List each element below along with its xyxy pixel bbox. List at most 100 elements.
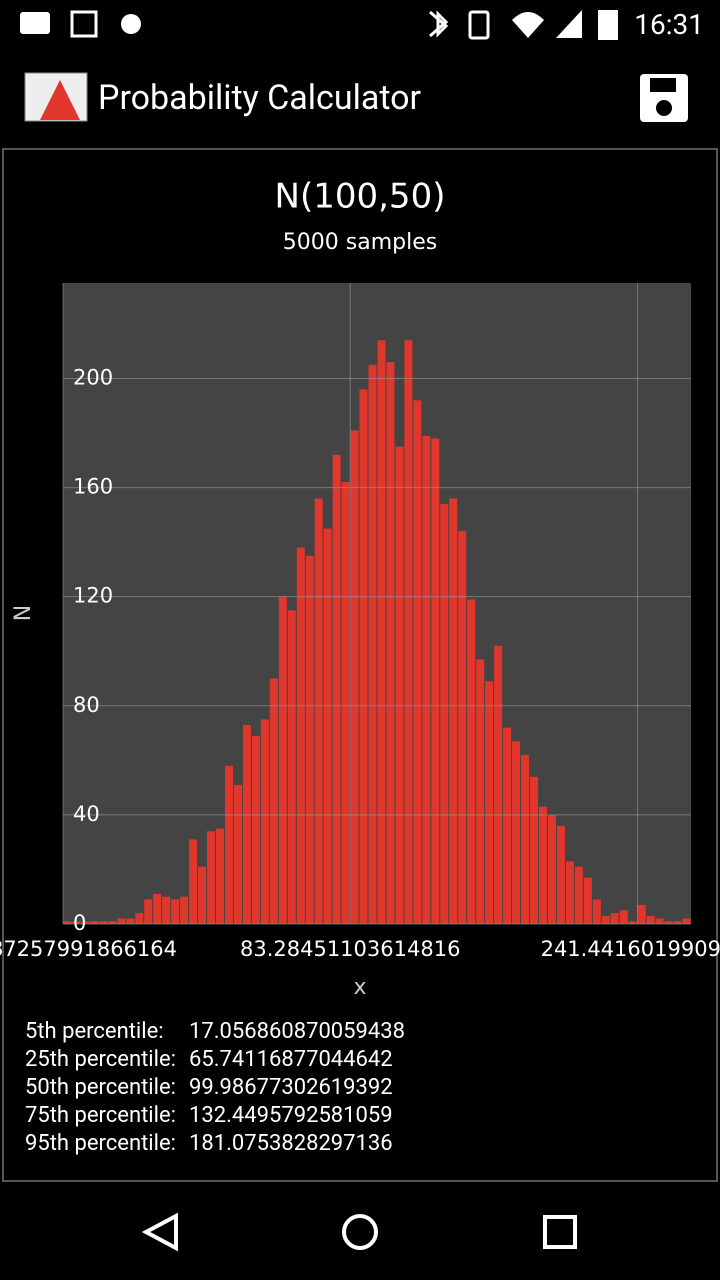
percentile-row: 75th percentile: 132.4495792581059 xyxy=(25,1102,405,1130)
percentile-value: 17.056860870059438 xyxy=(189,1019,405,1044)
bar xyxy=(467,599,476,924)
bar xyxy=(233,784,242,924)
bar xyxy=(377,340,386,924)
bar xyxy=(63,921,72,924)
x-tick-label: -74.87257991866164 xyxy=(0,937,177,961)
bar xyxy=(386,362,395,924)
percentile-label: 25th percentile: xyxy=(25,1047,176,1072)
back-button[interactable] xyxy=(141,1212,178,1252)
y-axis-label: N xyxy=(11,605,36,621)
chart-title: N(100,50) xyxy=(275,177,446,217)
percentile-label: 75th percentile: xyxy=(25,1103,176,1128)
y-tick-label: 200 xyxy=(73,365,113,389)
y-tick-label: 0 xyxy=(73,911,86,935)
bar xyxy=(664,921,673,924)
bar xyxy=(538,806,547,924)
bar xyxy=(189,839,198,924)
bar xyxy=(556,825,565,924)
nav-bar xyxy=(141,1212,577,1252)
percentile-row: 25th percentile: 65.74116877044642 xyxy=(25,1046,405,1074)
bar xyxy=(485,681,494,924)
bar xyxy=(314,498,323,924)
percentile-value: 99.98677302619392 xyxy=(189,1075,393,1100)
bar xyxy=(108,921,117,924)
bar xyxy=(296,547,305,924)
bar xyxy=(224,765,233,924)
content-panel xyxy=(2,148,718,1182)
y-tick-label: 80 xyxy=(73,693,100,717)
bar xyxy=(153,893,162,924)
bar xyxy=(207,831,216,924)
bar xyxy=(682,918,691,924)
bar xyxy=(117,918,126,924)
bar xyxy=(530,776,538,924)
x-axis-label: x xyxy=(353,975,366,1000)
y-tick-label: 120 xyxy=(73,584,113,608)
bar xyxy=(251,735,260,924)
bar xyxy=(404,340,413,924)
bar xyxy=(673,921,682,924)
bar xyxy=(601,915,610,924)
bar xyxy=(494,645,503,924)
bar xyxy=(458,531,467,924)
percentile-label: 95th percentile: xyxy=(25,1131,176,1156)
bar xyxy=(278,596,287,924)
bar xyxy=(90,921,99,924)
bar xyxy=(216,828,224,924)
bar xyxy=(592,899,601,924)
bar xyxy=(422,435,431,924)
chart-subtitle: 5000 samples xyxy=(283,230,437,255)
percentile-value: 132.4495792581059 xyxy=(189,1103,393,1128)
plot-area xyxy=(63,283,691,924)
recents-button[interactable] xyxy=(543,1215,577,1249)
bar xyxy=(476,659,485,924)
bar xyxy=(99,921,108,924)
bar xyxy=(323,528,332,924)
bar xyxy=(305,555,314,924)
bar xyxy=(332,454,341,924)
bar xyxy=(81,921,90,924)
bar xyxy=(171,899,180,924)
bar xyxy=(350,430,359,924)
percentile-row: 5th percentile: 17.056860870059438 xyxy=(25,1018,405,1046)
bar xyxy=(449,498,458,924)
percentile-label: 50th percentile: xyxy=(25,1075,176,1100)
bar xyxy=(260,719,269,924)
bar xyxy=(242,724,251,924)
status-icons xyxy=(20,10,618,40)
bar xyxy=(198,866,207,924)
bar xyxy=(646,915,655,924)
bar xyxy=(565,861,574,924)
bar xyxy=(359,389,368,924)
x-tick-label: 241.44160199095 xyxy=(541,937,720,961)
percentile-label: 5th percentile: xyxy=(25,1019,164,1044)
bar xyxy=(628,921,637,924)
bar xyxy=(574,866,583,924)
bar xyxy=(655,918,664,924)
y-tick-label: 160 xyxy=(73,475,113,499)
bar xyxy=(368,364,377,924)
bar xyxy=(512,741,521,924)
clock: 16:31 xyxy=(634,8,704,41)
bar xyxy=(610,913,619,924)
home-button[interactable] xyxy=(342,1214,378,1250)
percentile-row: 50th percentile: 99.98677302619392 xyxy=(25,1074,405,1102)
x-tick-label: 83.28451103614816 xyxy=(240,937,460,961)
bar xyxy=(269,678,278,924)
histogram: N(100,50) 5000 samples x N 0 40 80 120 160 20… xyxy=(0,177,720,1001)
bar xyxy=(341,482,350,924)
bar xyxy=(637,904,646,924)
percentile-row: 95th percentile: 181.0753828297136 xyxy=(25,1130,405,1158)
bar xyxy=(72,921,81,924)
bar xyxy=(180,896,189,924)
bar xyxy=(583,877,592,924)
bar xyxy=(521,754,530,924)
bar xyxy=(431,438,440,924)
percentile-value: 65.74116877044642 xyxy=(189,1047,393,1072)
bar xyxy=(440,503,449,924)
bar xyxy=(287,610,296,924)
bar xyxy=(126,918,135,924)
bar xyxy=(503,727,512,924)
percentile-list: 5th percentile: 17.056860870059438 25th pe… xyxy=(25,1018,405,1158)
percentile-value: 181.0753828297136 xyxy=(189,1131,393,1156)
